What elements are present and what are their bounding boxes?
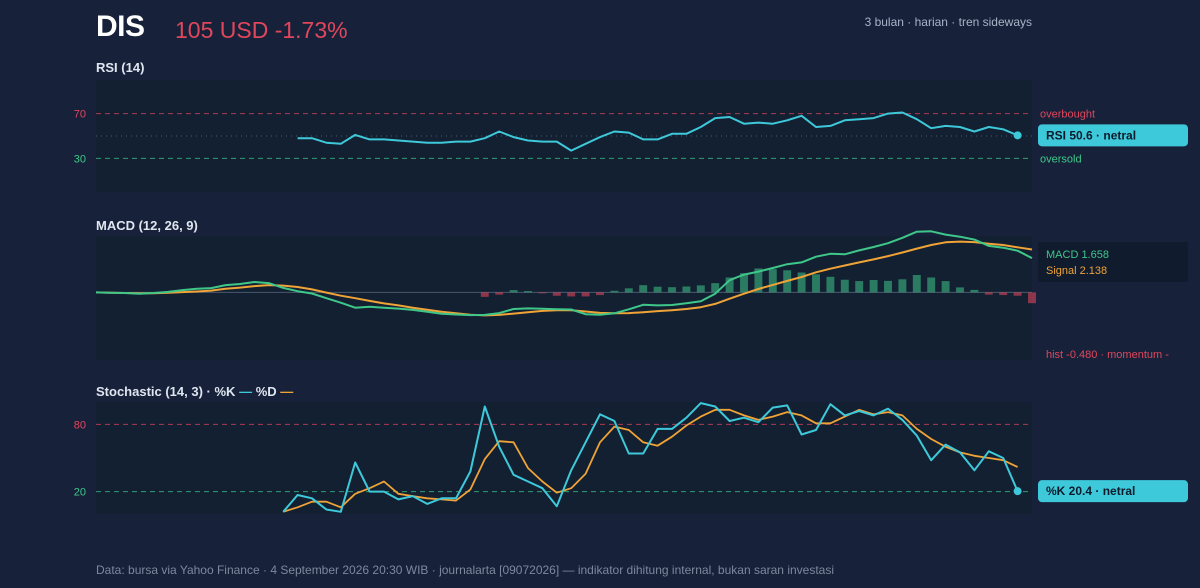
macd-histogram-bar <box>898 279 907 293</box>
macd-histogram-bar <box>869 279 878 293</box>
histogram-value-label: hist -0.480 · momentum - <box>1046 349 1169 361</box>
macd-histogram-bar <box>624 288 633 293</box>
stochastic-callout-text: %K 20.4 · netral <box>1046 484 1135 498</box>
macd-value-label: MACD 1.658 <box>1046 249 1109 261</box>
macd-histogram-bar <box>682 286 691 293</box>
rsi-callout-box <box>1038 124 1188 147</box>
stochastic-callout-box <box>1038 480 1188 503</box>
macd-histogram-bar <box>740 273 748 293</box>
rsi-callout-text: RSI 50.6 · netral <box>1046 128 1136 142</box>
signal-value-label: Signal 2.138 <box>1046 265 1107 277</box>
macd-histogram-bar <box>1028 292 1036 304</box>
macd-histogram-bar <box>596 292 604 296</box>
d-legend-label: %D <box>255 384 277 399</box>
macd-histogram-bar <box>725 277 734 293</box>
macd-histogram-bar <box>696 285 705 293</box>
macd-panel-bg <box>96 236 1032 360</box>
macd-histogram-bar <box>668 287 676 293</box>
macd-histogram-bar <box>480 292 489 297</box>
macd-histogram-bar <box>711 283 720 293</box>
rsi-tick-label: 30 <box>74 153 86 165</box>
macd-histogram-bar <box>538 292 547 294</box>
ticker-symbol: DIS <box>96 10 145 43</box>
macd-histogram-bar <box>855 281 864 293</box>
macd-histogram-bar <box>884 280 892 293</box>
stochastic-last-point <box>1013 487 1022 496</box>
macd-histogram-bar <box>552 292 561 296</box>
stochastic-tick-label: 80 <box>74 419 86 431</box>
macd-histogram-bar <box>495 292 504 295</box>
macd-histogram-bar <box>956 287 964 293</box>
stochastic-title-text: Stochastic (14, 3) · %K <box>96 384 236 399</box>
macd-histogram-bar <box>754 268 763 293</box>
rsi-line <box>297 111 1018 152</box>
macd-histogram-bar <box>912 275 921 293</box>
d-legend-swatch: — <box>280 384 294 399</box>
macd-histogram-bar <box>984 292 993 295</box>
rsi-panel-title: RSI (14) <box>96 60 145 75</box>
macd-histogram-bar <box>941 281 950 293</box>
macd-line <box>95 230 1033 317</box>
data-source-footer: Data: bursa via Yahoo Finance · 4 Septem… <box>96 563 834 577</box>
macd-histogram-bar <box>797 272 806 293</box>
rsi-oversold-label: oversold <box>1040 153 1082 165</box>
macd-histogram-bar <box>639 285 648 293</box>
macd-legend-box <box>1038 242 1188 282</box>
rsi-overbought-label: overbought <box>1040 109 1095 121</box>
stochastic-k-line <box>282 402 1019 513</box>
macd-histogram-bar <box>826 276 835 293</box>
macd-panel-title: MACD (12, 26, 9) <box>96 218 198 233</box>
k-legend-swatch: — <box>239 384 253 399</box>
rsi-tick-label: 70 <box>74 109 86 121</box>
stochastic-panel-bg <box>96 402 1032 514</box>
macd-histogram-bar <box>927 277 936 293</box>
chart-meta: 3 bulan · harian · tren sideways <box>864 15 1032 29</box>
macd-histogram-bar <box>970 289 979 293</box>
macd-histogram-bar <box>509 290 518 293</box>
macd-histogram-bar <box>610 290 619 293</box>
price-change: 105 USD -1.73% <box>175 17 348 43</box>
macd-histogram-bar <box>840 279 849 293</box>
stochastic-panel-title: Stochastic (14, 3) · %K — %D — <box>96 384 293 399</box>
rsi-last-point <box>1013 131 1022 140</box>
macd-histogram-bar <box>812 274 820 293</box>
stochastic-tick-label: 20 <box>74 487 86 499</box>
macd-histogram-bar <box>653 286 662 293</box>
macd-histogram-bar <box>524 291 532 293</box>
macd-histogram-bar <box>567 292 576 297</box>
macd-histogram-bar <box>581 292 590 297</box>
macd-histogram-bar <box>1013 292 1022 296</box>
macd-histogram-bar <box>999 292 1008 296</box>
macd-histogram-bar <box>768 269 777 293</box>
